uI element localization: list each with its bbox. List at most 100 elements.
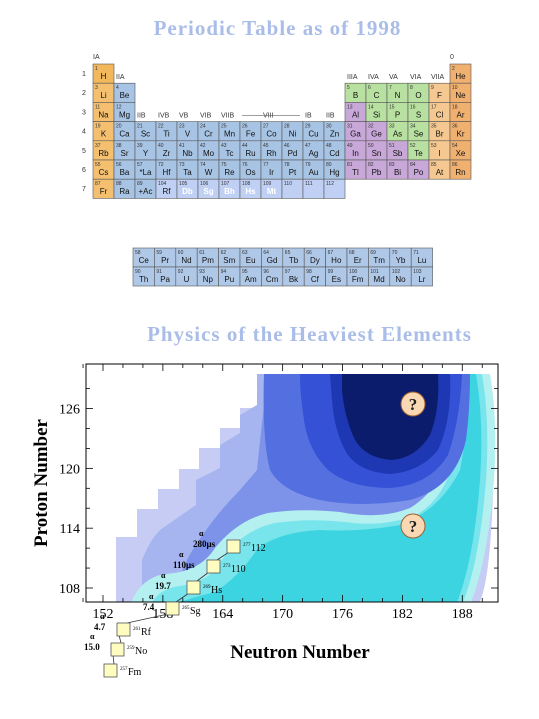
element-symbol: Ag	[309, 149, 319, 158]
nucleus-symbol: 110	[231, 564, 246, 575]
element-symbol: Mt	[267, 187, 277, 196]
atomic-number: 82	[368, 162, 374, 168]
atomic-number: 7	[389, 85, 392, 91]
element-symbol: Pu	[224, 275, 234, 284]
element-symbol: Ni	[289, 130, 297, 139]
x-tick-label: 188	[452, 607, 473, 622]
atomic-number: 64	[263, 250, 269, 256]
mass-number: 277	[243, 543, 251, 548]
atomic-number: 112	[326, 181, 334, 187]
group-label: VIIB	[221, 113, 235, 120]
atomic-number: 15	[389, 104, 395, 110]
atomic-number: 14	[368, 104, 374, 110]
element-symbol: Cs	[99, 168, 109, 177]
element-symbol: Pm	[202, 256, 214, 265]
element-symbol: Y	[143, 149, 149, 158]
alpha-label: α	[100, 612, 105, 621]
atomic-number: 12	[116, 104, 122, 110]
element-cell: 92U	[175, 266, 198, 287]
element-symbol: In	[352, 149, 359, 158]
atomic-number: 49	[347, 143, 353, 149]
nucleus-symbol: 112	[251, 543, 266, 554]
element-symbol: Bk	[289, 275, 299, 284]
period-label: 3	[82, 109, 86, 116]
atomic-number: 1	[95, 66, 98, 72]
element-symbol: Dy	[310, 256, 320, 265]
group-label: VA	[389, 74, 398, 81]
nucleus-box	[186, 580, 201, 595]
element-symbol: Na	[98, 110, 109, 119]
element-symbol: Np	[203, 275, 214, 284]
element-box	[410, 266, 433, 287]
half-life-label: 15.0	[84, 642, 100, 652]
element-symbol: Ru	[245, 149, 255, 158]
atomic-number: 96	[263, 269, 269, 275]
atomic-number: 30	[326, 124, 332, 130]
y-tick-label: 120	[59, 462, 80, 477]
group-label: VB	[179, 113, 189, 120]
atomic-number: 45	[263, 143, 269, 149]
nucleus-box	[206, 559, 221, 574]
element-symbol: He	[455, 72, 466, 81]
atomic-number: 88	[116, 181, 122, 187]
element-symbol: Am	[245, 275, 257, 284]
element-symbol: H	[101, 72, 107, 81]
atomic-number: 58	[135, 250, 141, 256]
element-symbol: Ta	[183, 168, 192, 177]
element-symbol: Ir	[269, 168, 274, 177]
element-symbol: Rn	[455, 168, 465, 177]
x-tick-label: 182	[392, 607, 413, 622]
atomic-number: 47	[305, 143, 311, 149]
nucleus-box	[103, 663, 118, 678]
atomic-number: 103	[413, 269, 422, 275]
half-life-label: 7.4	[143, 602, 155, 612]
atomic-number: 19	[95, 124, 101, 130]
atomic-number: 22	[158, 124, 164, 130]
element-symbol: Os	[245, 168, 255, 177]
atomic-number: 43	[221, 143, 227, 149]
element-symbol: Sr	[121, 149, 129, 158]
periodic-table-title: Periodic Table as of 1998	[153, 16, 402, 40]
group-label: VIA	[410, 74, 422, 81]
atomic-number: 18	[452, 104, 458, 110]
element-symbol: Re	[224, 168, 235, 177]
group-label: 0	[450, 54, 454, 61]
atomic-number: 11	[95, 104, 100, 110]
element-symbol: Lu	[417, 256, 426, 265]
y-tick-label: 114	[60, 522, 80, 537]
atomic-number: 34	[410, 124, 416, 130]
atomic-number: 75	[221, 162, 227, 168]
group-label: IVA	[368, 74, 379, 81]
period-label: 2	[82, 90, 86, 97]
atomic-number: 3	[95, 85, 98, 91]
period-label: 4	[82, 129, 86, 136]
atomic-number: 79	[305, 162, 311, 168]
element-symbol: Hs	[245, 187, 256, 196]
element-symbol: Mn	[224, 130, 235, 139]
element-symbol: Cd	[329, 149, 339, 158]
element-symbol: Ba	[120, 168, 130, 177]
atomic-number: 9	[431, 85, 434, 91]
element-symbol: Lr	[418, 275, 425, 284]
atomic-number: 20	[116, 124, 122, 130]
atomic-number: 41	[179, 143, 185, 149]
plot-area	[116, 374, 496, 602]
atomic-number: 105	[179, 181, 188, 187]
atomic-number: 29	[305, 124, 311, 130]
element-symbol: Ca	[119, 130, 130, 139]
element-symbol: Mg	[119, 110, 130, 119]
group-label: IIB	[326, 113, 335, 120]
question-mark: ?	[409, 395, 418, 414]
element-symbol: Pd	[288, 149, 298, 158]
element-cell: 89+Ac	[134, 178, 157, 199]
element-symbol: Hg	[329, 168, 339, 177]
element-box	[323, 178, 346, 199]
